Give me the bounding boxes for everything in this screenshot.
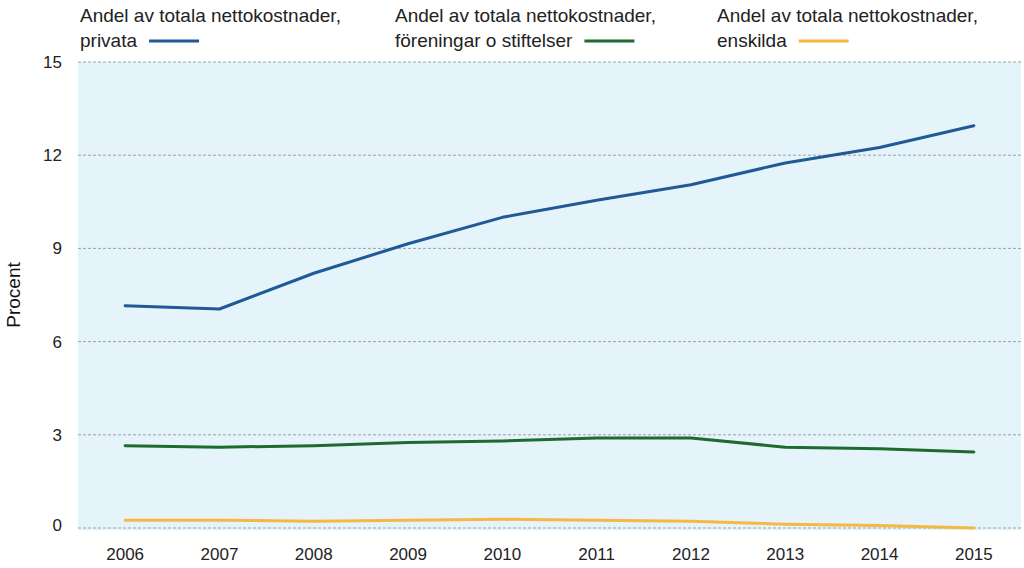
series-line <box>125 519 974 528</box>
legend-label: Andel av totala nettokostnader, privata <box>80 5 341 51</box>
x-tick-label: 2006 <box>106 545 144 564</box>
y-tick-label: 0 <box>53 516 62 535</box>
grid-line <box>78 62 1021 63</box>
chart: 0 3 6 9 12 15 Procent 2006 2007 2008 2009 2010 2011 2… <box>0 0 1024 568</box>
y-tick-label: 15 <box>43 53 62 72</box>
legend-label-line: Andel av totala nettokostnader, <box>80 5 341 26</box>
legend-label: Andel av totala nettokostnader, enskilda <box>717 5 978 51</box>
x-tick-label: 2014 <box>861 545 899 564</box>
x-tick-label: 2010 <box>483 545 521 564</box>
legend-swatch <box>149 40 199 43</box>
grid-line <box>78 155 1021 156</box>
x-tick-label: 2007 <box>201 545 239 564</box>
y-tick-label: 9 <box>53 239 62 258</box>
legend-label-line: föreningar o stiftelser <box>395 30 573 51</box>
legend-swatch <box>584 40 634 43</box>
legend-swatch <box>799 40 849 43</box>
grid-line <box>78 248 1021 249</box>
legend-label-line: Andel av totala nettokostnader, <box>717 5 978 26</box>
grid-line <box>78 341 1021 342</box>
legend-label-line: privata <box>80 30 137 51</box>
series-line <box>125 438 974 452</box>
y-tick-label: 12 <box>43 146 62 165</box>
plot-background <box>78 62 1021 530</box>
y-axis-label: Procent <box>3 262 24 328</box>
page: {"chart_data": {"type": "line", "y_label… <box>0 0 1024 568</box>
y-tick-label: 3 <box>53 426 62 445</box>
x-tick-label: 2009 <box>389 545 427 564</box>
grid-line <box>78 528 1021 529</box>
series-line <box>125 126 974 309</box>
x-tick-label: 2013 <box>766 545 804 564</box>
x-tick-label: 2012 <box>672 545 710 564</box>
legend-label-line: Andel av totala nettokostnader, <box>395 5 656 26</box>
x-tick-label: 2008 <box>295 545 333 564</box>
x-tick-label: 2011 <box>578 545 615 564</box>
legend-label-line: enskilda <box>717 30 787 51</box>
grid-line <box>78 434 1021 435</box>
y-tick-label: 6 <box>53 333 62 352</box>
legend-label: Andel av totala nettokostnader, föreninga… <box>395 5 656 51</box>
x-tick-label: 2015 <box>955 545 993 564</box>
